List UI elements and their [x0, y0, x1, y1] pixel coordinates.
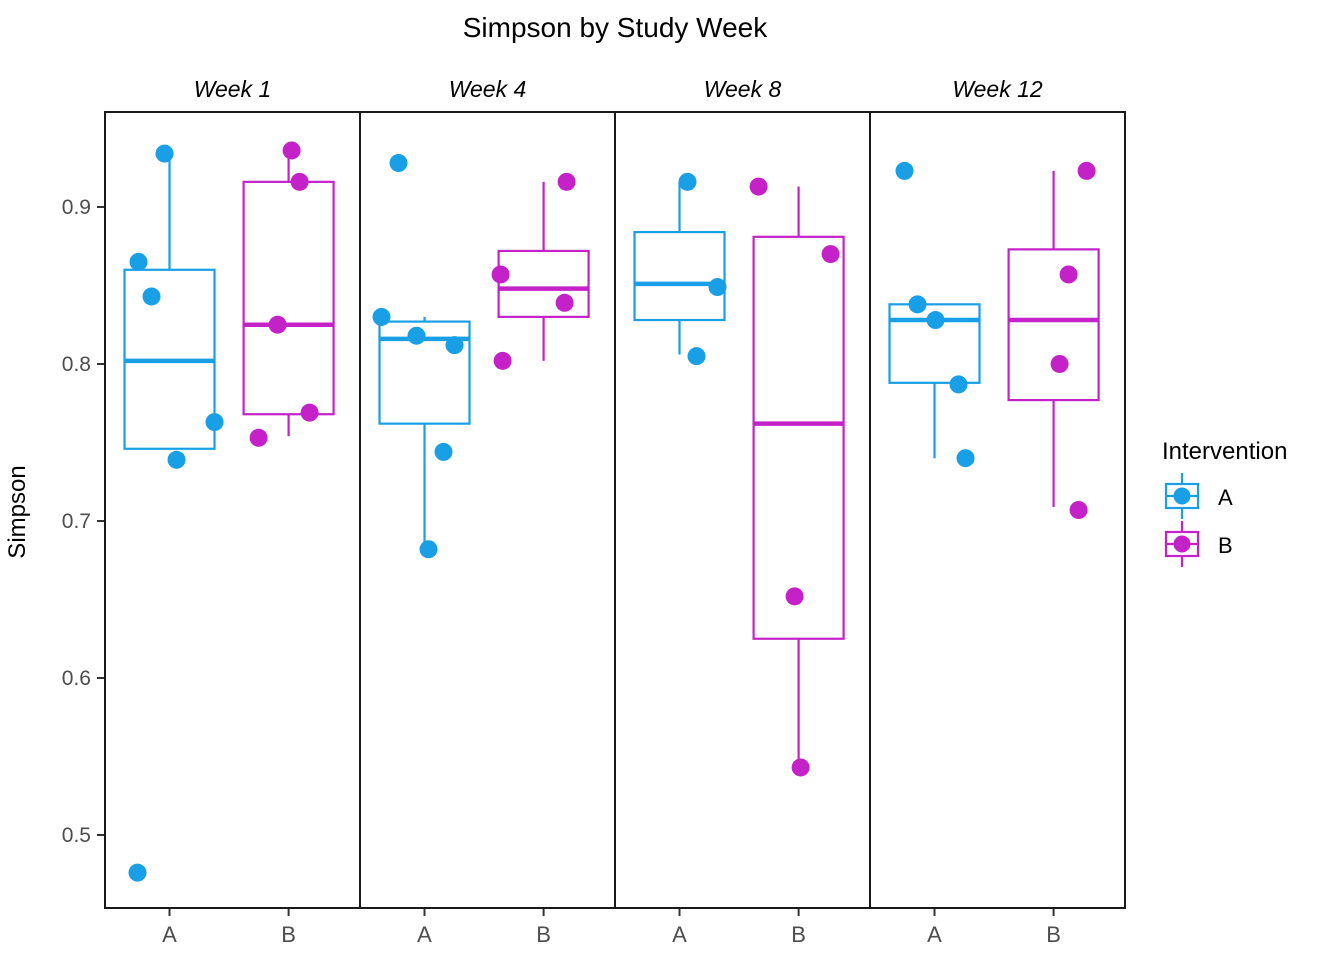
legend-label-b: B — [1218, 533, 1233, 558]
facet-label-week-4: Week 4 — [449, 76, 527, 102]
y-tick-label: 0.9 — [62, 196, 91, 219]
point-b-week-1 — [249, 428, 268, 447]
point-a-week-8 — [687, 347, 706, 366]
chart-title: Simpson by Study Week — [462, 12, 768, 43]
point-b-week-4 — [491, 265, 510, 284]
x-tick-label-b-week-1: B — [281, 922, 296, 947]
y-tick-label: 0.8 — [62, 353, 91, 376]
point-a-week-12 — [956, 449, 975, 468]
x-tick-label-b-week-12: B — [1046, 922, 1061, 947]
point-b-week-12 — [1069, 501, 1088, 519]
point-b-week-1 — [300, 403, 319, 422]
point-b-week-4 — [555, 293, 574, 312]
point-a-week-12 — [926, 311, 945, 330]
point-a-week-4 — [434, 442, 453, 461]
point-a-week-8 — [678, 172, 697, 191]
legend-item-a: A — [1162, 472, 1287, 525]
point-a-week-12 — [908, 295, 927, 314]
box-a-week-8 — [633, 231, 726, 322]
facet-label-week-8: Week 8 — [704, 76, 782, 102]
box-b-week-1 — [242, 180, 335, 416]
boxplot-key-b-icon — [1162, 520, 1202, 573]
legend-glyph-svg — [1164, 520, 1200, 567]
point-a-week-4 — [407, 326, 426, 345]
point-b-week-12 — [1050, 354, 1069, 373]
point-a-week-1 — [128, 863, 147, 882]
x-tick-label-a-week-12: A — [927, 922, 942, 947]
point-b-week-4 — [493, 351, 512, 370]
x-tick-label-a-week-4: A — [417, 922, 432, 947]
x-tick-label-b-week-8: B — [791, 922, 806, 947]
legend: Intervention A B — [1162, 438, 1287, 570]
legend-title: Intervention — [1162, 438, 1288, 465]
point-a-week-4 — [372, 307, 391, 326]
point-a-week-1 — [167, 450, 186, 469]
legend-item-b: B — [1162, 520, 1287, 573]
point-a-week-4 — [419, 540, 438, 559]
point-b-week-12 — [1077, 161, 1096, 180]
point-b-week-1 — [268, 315, 287, 334]
point-b-week-8 — [785, 587, 804, 606]
y-tick-label: 0.5 — [62, 824, 91, 847]
point-a-week-8 — [708, 278, 727, 297]
point-a-week-1 — [205, 413, 224, 432]
point-b-week-1 — [282, 141, 301, 160]
point-a-week-12 — [949, 375, 968, 394]
point-b-week-8 — [821, 245, 840, 264]
box-b-week-4 — [497, 249, 590, 318]
facet-label-week-1: Week 1 — [194, 76, 272, 102]
x-tick-label-a-week-8: A — [672, 922, 687, 947]
point-b-week-12 — [1059, 265, 1078, 284]
point-a-week-12 — [895, 161, 914, 180]
legend-label-a: A — [1218, 485, 1233, 510]
y-tick-label: 0.7 — [62, 510, 91, 533]
boxplot-key-a-icon — [1162, 472, 1202, 525]
y-tick-label: 0.6 — [62, 667, 91, 690]
legend-glyph-svg — [1164, 472, 1200, 519]
point-a-week-1 — [129, 252, 148, 271]
point-a-week-4 — [389, 154, 408, 173]
point-b-week-8 — [749, 177, 768, 196]
box-b-week-12 — [1007, 248, 1100, 402]
facet-label-week-12: Week 12 — [952, 76, 1043, 102]
facet-panel-week-4 — [359, 111, 616, 909]
point-a-week-1 — [155, 144, 174, 163]
x-tick-label-a-week-1: A — [162, 922, 177, 947]
point-b-week-4 — [557, 172, 576, 191]
facet-panel-week-12 — [869, 111, 1126, 909]
box-b-week-8 — [752, 235, 845, 640]
x-tick-label-b-week-4: B — [536, 922, 551, 947]
point-a-week-4 — [445, 336, 464, 355]
point-b-week-8 — [791, 758, 810, 777]
point-a-week-1 — [142, 287, 161, 306]
point-b-week-1 — [290, 172, 309, 191]
